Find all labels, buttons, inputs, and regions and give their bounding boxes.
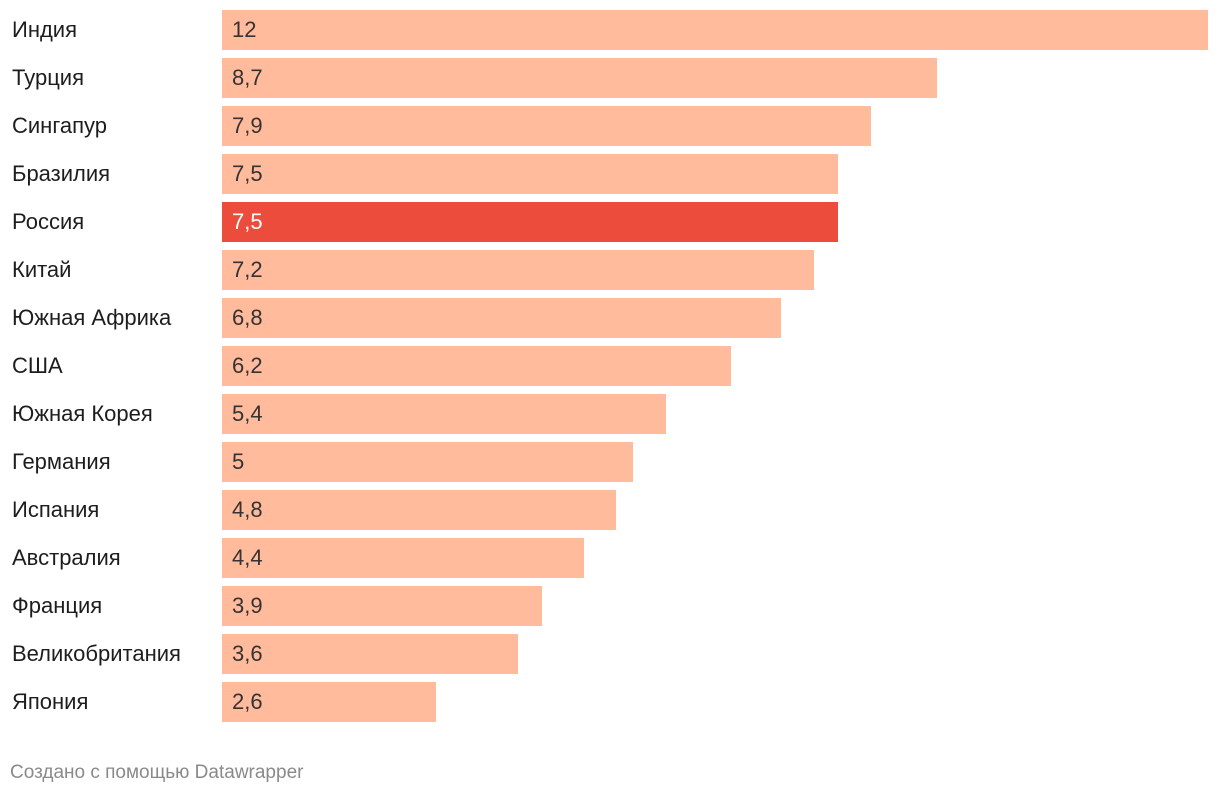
bar: 7,2 (222, 250, 814, 290)
bar-value-label: 5,4 (232, 401, 263, 426)
category-label: Сингапур (12, 113, 108, 138)
bar-highlighted: 7,5 (222, 202, 839, 242)
bar-value-label: 7,9 (232, 113, 263, 138)
bar: 7,9 (222, 106, 872, 146)
bar: 6,8 (222, 298, 781, 338)
bar-value-label: 6,8 (232, 305, 263, 330)
bar: 5 (222, 442, 633, 482)
bar: 3,6 (222, 634, 518, 674)
bar-value-label: 4,4 (232, 545, 263, 570)
bar-value-label: 7,5 (232, 161, 263, 186)
bar: 12 (222, 10, 1208, 50)
bar: 6,2 (222, 346, 732, 386)
bar: 4,4 (222, 538, 584, 578)
category-label: Турция (12, 65, 84, 90)
bar-value-label: 7,5 (232, 209, 263, 234)
category-label: Индия (12, 17, 78, 42)
bar-value-label: 7,2 (232, 257, 263, 282)
category-label: Южная Корея (12, 401, 153, 426)
bar-value-label: 3,9 (232, 593, 263, 618)
category-label: Южная Африка (12, 305, 172, 330)
bar: 4,8 (222, 490, 617, 530)
category-label: Австралия (12, 545, 121, 570)
category-label: Япония (12, 689, 89, 714)
category-label: Испания (12, 497, 100, 522)
category-label: Германия (12, 449, 111, 474)
category-label: США (12, 353, 63, 378)
bar: 5,4 (222, 394, 666, 434)
bar-value-label: 6,2 (232, 353, 263, 378)
bar: 7,5 (222, 154, 839, 194)
bar: 8,7 (222, 58, 937, 98)
bar: 3,9 (222, 586, 543, 626)
bar-chart: Индия 12 Турция 8,7 Сингапур 7,9 Бразилия 7,5 Ро… (12, 10, 1208, 722)
credit-footer: Создано с помощью Datawrapper (10, 762, 304, 783)
bar-value-label: 5 (232, 449, 245, 474)
category-label: Россия (12, 209, 85, 234)
bar-value-label: 2,6 (232, 689, 263, 714)
bar-value-label: 8,7 (232, 65, 263, 90)
category-label: Бразилия (12, 161, 111, 186)
category-label: Великобритания (12, 641, 181, 666)
bar: 2,6 (222, 682, 436, 722)
bar-value-label: 4,8 (232, 497, 263, 522)
category-label: Китай (12, 257, 72, 282)
category-label: Франция (12, 593, 103, 618)
bar-value-label: 12 (232, 17, 257, 42)
bar-value-label: 3,6 (232, 641, 263, 666)
